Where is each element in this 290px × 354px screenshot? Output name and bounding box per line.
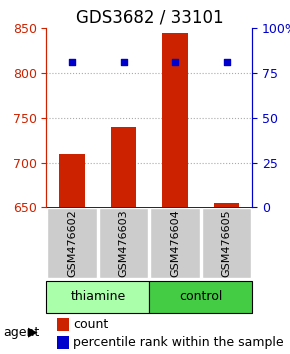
FancyBboxPatch shape <box>151 208 200 278</box>
Point <box>224 59 229 65</box>
Point <box>121 59 126 65</box>
Bar <box>57 336 69 349</box>
Text: GSM476605: GSM476605 <box>222 209 231 277</box>
Bar <box>57 318 69 331</box>
Bar <box>111 127 137 207</box>
Text: ▶: ▶ <box>28 326 37 338</box>
Text: control: control <box>179 290 222 303</box>
Text: count: count <box>73 318 108 331</box>
Title: GDS3682 / 33101: GDS3682 / 33101 <box>75 9 223 27</box>
Text: GSM476602: GSM476602 <box>67 209 77 277</box>
Text: percentile rank within the sample: percentile rank within the sample <box>73 336 284 349</box>
FancyBboxPatch shape <box>48 208 97 278</box>
Bar <box>59 154 85 207</box>
Bar <box>162 33 188 207</box>
Point <box>173 59 177 65</box>
FancyBboxPatch shape <box>202 208 251 278</box>
FancyBboxPatch shape <box>99 208 148 278</box>
FancyBboxPatch shape <box>149 281 252 313</box>
Text: GSM476604: GSM476604 <box>170 209 180 277</box>
Text: thiamine: thiamine <box>70 290 126 303</box>
Point <box>70 59 75 65</box>
FancyBboxPatch shape <box>46 281 149 313</box>
Bar <box>214 203 240 207</box>
Text: GSM476603: GSM476603 <box>119 209 128 277</box>
Text: agent: agent <box>3 326 39 338</box>
